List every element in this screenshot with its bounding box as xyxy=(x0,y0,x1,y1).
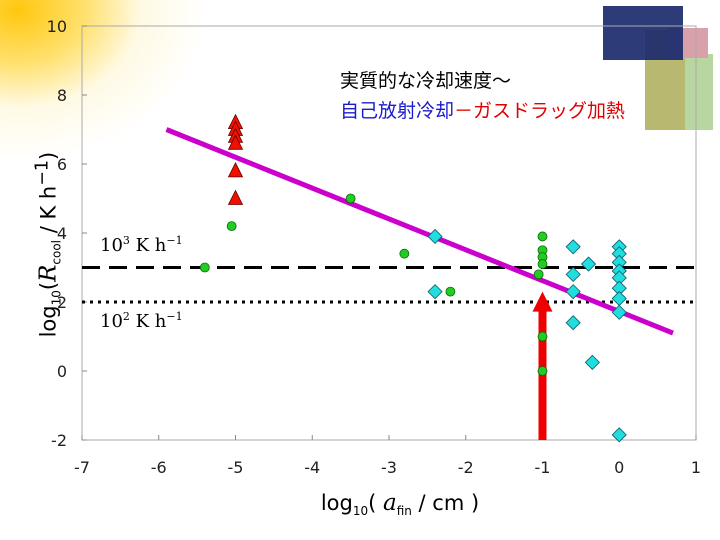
decoration-navy-block xyxy=(603,6,683,60)
cyan-diamond-point xyxy=(611,290,627,307)
cyan-diamond-point xyxy=(611,427,627,443)
xlabel-log-base: 10 xyxy=(352,504,369,519)
ylabel-log: log xyxy=(36,305,61,338)
reference-label-1e2: 102 K h−1 xyxy=(100,310,183,332)
ylabel-unit-sup: −1 xyxy=(32,159,53,186)
cyan-diamond-point xyxy=(565,266,581,282)
annotation-separator: － xyxy=(454,100,474,122)
red-triangle-point xyxy=(227,189,244,205)
ref2-unit-sup: −1 xyxy=(166,310,183,323)
x-tick-label: -7 xyxy=(74,458,90,477)
x-tick-label: -1 xyxy=(535,458,551,477)
cyan-diamond-point xyxy=(584,354,600,370)
cyan-diamond-point xyxy=(565,284,581,300)
xlabel-unit: / cm ) xyxy=(411,491,480,515)
ref1-unit-sup: −1 xyxy=(166,234,183,247)
arrow-group xyxy=(532,291,553,440)
green-circle-point xyxy=(537,331,548,342)
green-circle-point xyxy=(226,221,237,232)
cyan-diamond-point xyxy=(611,304,627,320)
y-tick-label: 4 xyxy=(57,224,67,243)
y-tick-label: 8 xyxy=(57,86,67,105)
green-circle-point xyxy=(537,231,548,242)
x-tick-label: 0 xyxy=(614,458,624,477)
annotation-radiative-cooling: 自己放射冷却 xyxy=(340,100,455,122)
ylabel-var-sub: cool xyxy=(49,239,64,265)
x-tick-label: -5 xyxy=(228,458,244,477)
ref2-unit: K h xyxy=(129,311,167,332)
reference-lines xyxy=(82,266,696,304)
cyan-diamond-point xyxy=(427,228,443,245)
data-points xyxy=(199,113,627,443)
ylabel-var: R xyxy=(35,264,62,282)
green-circle-point xyxy=(399,248,410,259)
y-tick-label: 6 xyxy=(57,155,67,174)
xlabel-open: ( xyxy=(368,491,383,515)
x-tick-label: -2 xyxy=(458,458,474,477)
annotation-gas-drag-heating: ガスドラッグ加熱 xyxy=(473,100,626,122)
ref2-exp: 2 xyxy=(122,310,130,323)
green-circle-point xyxy=(533,269,544,280)
y-axis-label: log10(Rcool / K h−1) xyxy=(32,115,63,375)
x-axis-label: log10( afin / cm ) xyxy=(290,490,510,518)
annotation-title: 実質的な冷却速度～ xyxy=(340,70,512,92)
ylabel-unit: / K h xyxy=(36,185,61,240)
tick-group: -7 -6 -5 -4 -3 -2 -1 0 1 -2 0 2 4 6 8 10 xyxy=(47,17,701,477)
x-tick-label: -6 xyxy=(151,458,167,477)
xlabel-var-sub: fin xyxy=(396,504,412,519)
fit-line xyxy=(165,127,674,336)
cyan-diamond-point xyxy=(427,284,443,300)
x-tick-label: -3 xyxy=(381,458,397,477)
ref1-base: 10 xyxy=(100,235,123,256)
arrow-head xyxy=(532,291,553,312)
x-tick-label: -4 xyxy=(304,458,320,477)
decoration-green-block xyxy=(685,54,713,130)
cyan-diamond-point xyxy=(580,256,597,272)
y-tick-label: 10 xyxy=(47,17,67,36)
y-tick-label: 0 xyxy=(57,362,67,381)
annotation-subtitle: 自己放射冷却－ガスドラッグ加熱 xyxy=(340,96,625,123)
ref2-base: 10 xyxy=(100,311,123,332)
green-circle-point xyxy=(445,286,456,297)
x-tick-label: 1 xyxy=(691,458,701,477)
y-tick-label: -2 xyxy=(51,431,67,450)
green-circle-point xyxy=(537,259,548,269)
ylabel-close: ) xyxy=(36,151,61,160)
reference-label-1e3: 103 K h−1 xyxy=(100,234,183,256)
y-tick-label: 2 xyxy=(57,293,67,312)
cyan-diamond-point xyxy=(565,239,581,255)
fit-line-group xyxy=(165,127,674,336)
ylabel-open: ( xyxy=(36,281,61,291)
ref1-exp: 3 xyxy=(122,234,130,247)
cyan-diamond-point xyxy=(565,315,581,331)
green-circle-point xyxy=(345,193,356,204)
ylabel-log-base: 10 xyxy=(49,290,64,306)
green-circle-point xyxy=(537,366,548,376)
red-triangle-point xyxy=(227,162,244,178)
green-circle-point xyxy=(199,262,210,273)
xlabel-log: log xyxy=(320,491,353,515)
red-triangle-point xyxy=(227,134,244,150)
ref1-unit: K h xyxy=(129,235,167,256)
xlabel-var: a xyxy=(382,490,397,516)
